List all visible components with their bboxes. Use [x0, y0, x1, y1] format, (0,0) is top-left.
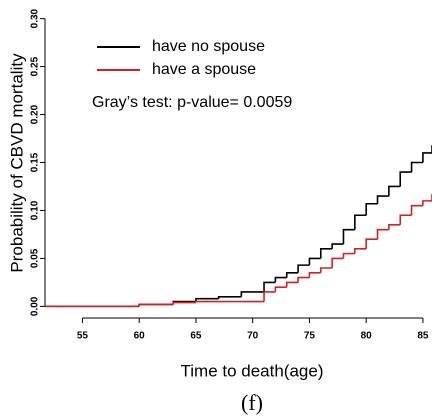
x-tick-label: 70: [247, 331, 259, 342]
step-line: [319, 248, 333, 259]
x-tick-label: 80: [361, 331, 373, 342]
y-axis-label: Probability of CBVD mortality: [7, 53, 26, 273]
step-line: [331, 257, 344, 269]
x-tick-label: 55: [77, 331, 89, 342]
step-line: [308, 271, 321, 278]
annotation: Gray’s test: p-value= 0.0059: [92, 94, 292, 111]
step-line: [399, 171, 412, 187]
step-line: [410, 204, 423, 216]
step-line: [399, 214, 412, 225]
y-tick-label: 0.25: [30, 56, 41, 76]
step-line: [274, 276, 287, 283]
step-line: [331, 243, 344, 249]
x-tick-label: 85: [417, 331, 429, 342]
step-line: [388, 224, 401, 230]
step-line: [285, 271, 299, 278]
step-line: [410, 161, 423, 173]
step-line: [342, 252, 355, 259]
step-line: [422, 152, 432, 163]
step-line: [263, 281, 276, 292]
step-line: [217, 295, 242, 299]
step-line: [365, 202, 378, 216]
y-tick-label: 0.30: [30, 8, 41, 28]
step-line: [263, 291, 276, 302]
step-line: [319, 267, 333, 273]
step-line: [195, 300, 219, 303]
step-line: [354, 248, 367, 254]
y-tick-label: 0.15: [30, 152, 41, 172]
step-line: [195, 297, 219, 302]
x-axis-label: Time to death(age): [181, 361, 324, 380]
step-line: [172, 301, 196, 305]
x-tick-label: 60: [134, 331, 146, 342]
step-line: [388, 185, 401, 197]
step-line: [274, 286, 287, 292]
y-tick-label: 0.00: [30, 296, 41, 316]
x-tick-label: 65: [190, 331, 202, 342]
step-line: [240, 291, 265, 297]
y-tick-label: 0.05: [30, 248, 41, 268]
step-line: [422, 200, 432, 206]
step-line: [297, 276, 310, 283]
y-tick-label: 0.10: [30, 200, 41, 220]
step-line: [365, 238, 378, 249]
step-line: [308, 257, 321, 266]
step-line: [138, 303, 174, 307]
step-line: [354, 214, 367, 230]
step-line: [297, 264, 310, 273]
y-tick-label: 0.20: [30, 104, 41, 124]
legend-label: have no spouse: [152, 38, 265, 55]
step-line: [285, 281, 299, 288]
step-line: [342, 228, 355, 245]
step-line: [376, 228, 389, 240]
x-tick-label: 75: [304, 331, 316, 342]
caption: (f): [241, 390, 263, 415]
step-line: [376, 195, 389, 204]
legend-label: have a spouse: [152, 61, 256, 78]
